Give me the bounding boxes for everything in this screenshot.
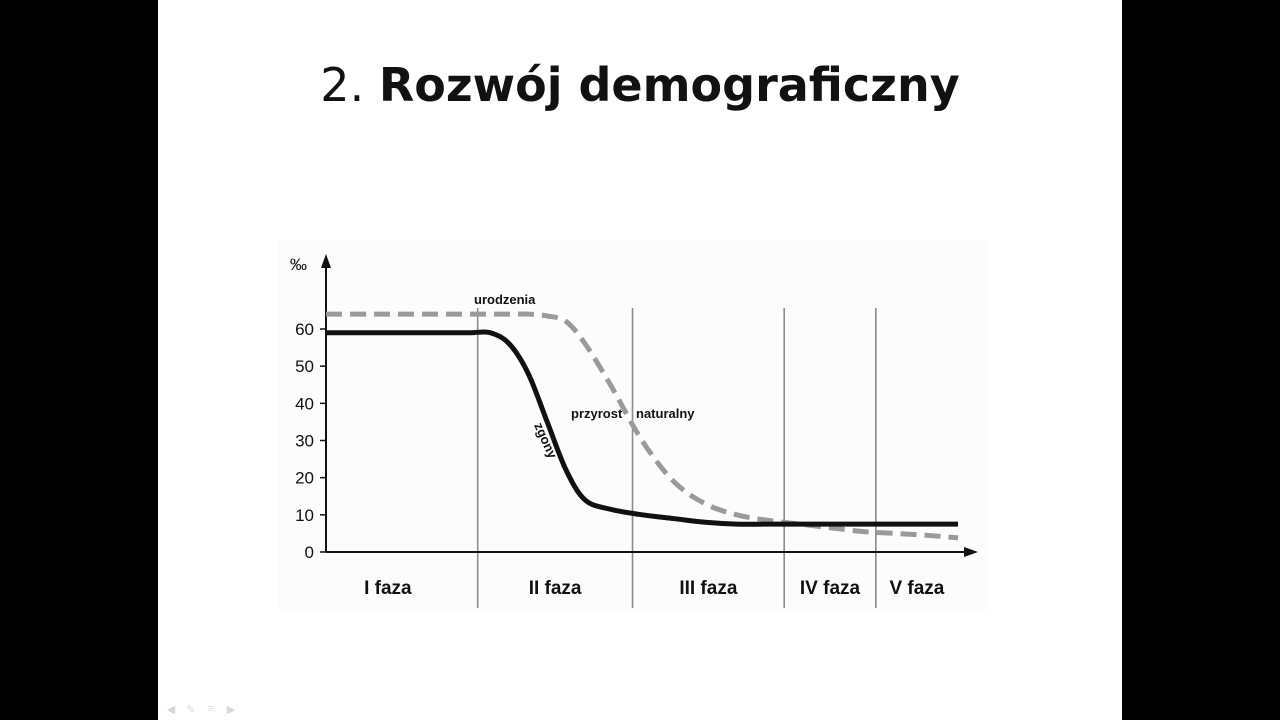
pen-icon[interactable]: ✎: [186, 704, 196, 716]
y-axis-arrow: [321, 254, 331, 268]
phase-label: III faza: [679, 578, 738, 599]
title-number: 2.: [320, 58, 365, 112]
chart: ‰ 0 10 20 30 40 50 60 urodzenia przyrost naturalny…: [278, 240, 988, 612]
annotation-przyrost: przyrost: [571, 406, 623, 421]
phase-label: IV faza: [800, 578, 861, 599]
prev-arrow-icon[interactable]: ◀: [166, 704, 176, 716]
phase-label: II faza: [529, 578, 582, 599]
chart-svg: ‰ 0 10 20 30 40 50 60 urodzenia przyrost naturalny…: [290, 254, 978, 608]
y-tick-label: 30: [295, 432, 314, 451]
phase-label: I faza: [364, 578, 412, 599]
x-axis-arrow: [964, 547, 978, 557]
y-tick-label: 40: [295, 394, 314, 413]
y-tick-label: 20: [295, 469, 314, 488]
slide: 2. Rozwój demograficzny ‰ 0 10 20 30 40 50 60 ur…: [158, 0, 1122, 720]
menu-icon[interactable]: ≡: [207, 703, 215, 715]
series-line-zgony: [326, 329, 958, 527]
y-tick-label: 10: [295, 506, 314, 525]
series-line-urodzenia: [326, 311, 959, 541]
slideshow-controls: ◀ ✎ ≡ ▶: [164, 703, 238, 716]
y-tick-label: 50: [295, 357, 314, 376]
phase-label: V faza: [889, 578, 944, 599]
annotation-naturalny: naturalny: [636, 406, 695, 421]
title-text: Rozwój demograficzny: [378, 58, 960, 112]
next-arrow-icon[interactable]: ▶: [226, 704, 236, 716]
y-axis-label: ‰: [290, 255, 307, 274]
slide-title: 2. Rozwój demograficzny: [158, 58, 1122, 112]
y-tick-label: 0: [305, 543, 314, 562]
annotation-urodzenia: urodzenia: [474, 292, 536, 307]
y-tick-label: 60: [295, 320, 314, 339]
